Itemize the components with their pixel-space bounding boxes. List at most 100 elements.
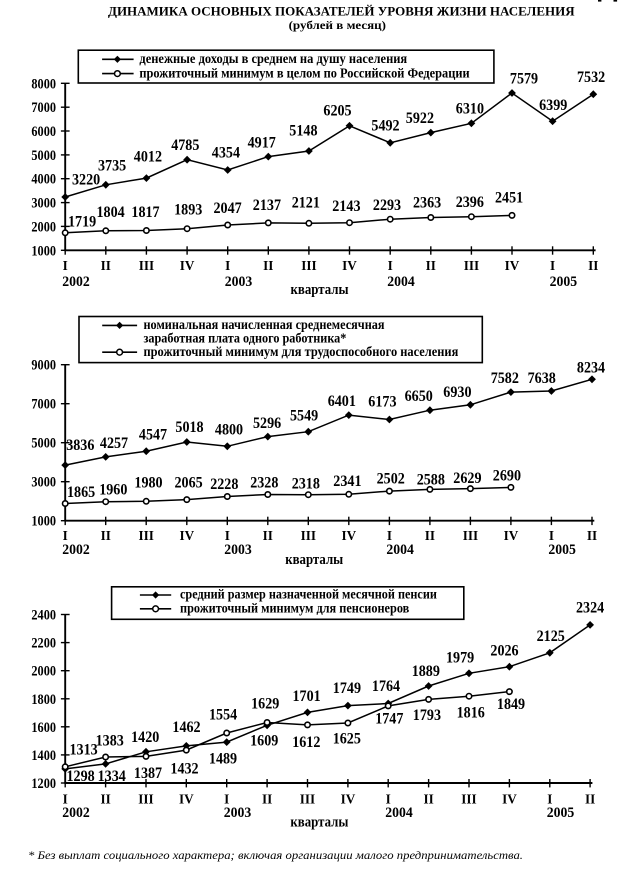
svg-text:I: I <box>386 792 391 807</box>
svg-text:кварталы: кварталы <box>290 814 348 830</box>
svg-text:2629: 2629 <box>453 470 482 487</box>
svg-text:1629: 1629 <box>251 696 280 713</box>
svg-text:5148: 5148 <box>289 123 318 140</box>
svg-text:II: II <box>587 528 597 543</box>
svg-text:5000: 5000 <box>31 436 56 452</box>
svg-text:3836: 3836 <box>66 437 95 454</box>
svg-text:6650: 6650 <box>405 388 434 405</box>
svg-text:2324: 2324 <box>576 599 605 616</box>
svg-text:2502: 2502 <box>377 471 405 488</box>
svg-text:1383: 1383 <box>96 732 125 749</box>
svg-text:II: II <box>423 792 433 807</box>
svg-text:1816: 1816 <box>457 704 486 721</box>
svg-text:5922: 5922 <box>406 110 434 127</box>
svg-text:IV: IV <box>505 258 520 273</box>
svg-text:III: III <box>138 792 153 807</box>
svg-text:1420: 1420 <box>131 729 160 746</box>
svg-text:2004: 2004 <box>385 805 413 821</box>
svg-text:1793: 1793 <box>413 707 442 724</box>
svg-text:6399: 6399 <box>539 97 568 114</box>
svg-text:средний размер назначенной мес: средний размер назначенной месячной пенс… <box>180 587 437 602</box>
svg-text:3220: 3220 <box>72 171 101 188</box>
svg-text:1800: 1800 <box>31 692 56 708</box>
svg-text:II: II <box>585 792 595 807</box>
svg-text:5018: 5018 <box>175 419 204 436</box>
svg-text:I: I <box>225 528 230 543</box>
svg-text:I: I <box>225 258 230 273</box>
svg-text:8000: 8000 <box>31 76 56 92</box>
svg-text:1489: 1489 <box>209 750 238 767</box>
svg-text:6310: 6310 <box>456 101 485 118</box>
svg-text:2200: 2200 <box>31 636 56 652</box>
svg-text:2121: 2121 <box>292 195 320 212</box>
svg-text:1000: 1000 <box>31 243 56 259</box>
svg-text:I: I <box>63 792 68 807</box>
svg-text:IV: IV <box>179 792 194 807</box>
svg-text:2000: 2000 <box>31 664 56 680</box>
svg-text:III: III <box>139 258 154 273</box>
svg-text:I: I <box>63 528 68 543</box>
svg-text:I: I <box>547 792 552 807</box>
svg-text:1764: 1764 <box>372 678 401 695</box>
svg-text:1600: 1600 <box>31 720 56 736</box>
svg-text:1701: 1701 <box>293 688 321 705</box>
svg-text:2400: 2400 <box>31 608 56 624</box>
svg-text:2002: 2002 <box>62 805 89 821</box>
svg-text:3000: 3000 <box>31 196 56 212</box>
svg-text:IV: IV <box>504 528 519 543</box>
svg-text:2363: 2363 <box>413 195 442 212</box>
svg-text:I: I <box>550 258 555 273</box>
svg-text:1400: 1400 <box>31 748 56 764</box>
svg-text:2026: 2026 <box>490 642 519 659</box>
svg-text:II: II <box>426 258 436 273</box>
svg-text:II: II <box>263 528 273 543</box>
svg-text:7638: 7638 <box>528 370 557 387</box>
svg-text:1432: 1432 <box>170 761 198 778</box>
svg-text:1609: 1609 <box>250 733 279 750</box>
svg-text:денежные доходы в среднем на д: денежные доходы в среднем на душу населе… <box>139 51 407 66</box>
svg-text:1865: 1865 <box>67 484 96 501</box>
svg-text:1960: 1960 <box>99 481 128 498</box>
svg-text:IV: IV <box>180 258 195 273</box>
svg-text:1817: 1817 <box>131 204 160 221</box>
svg-text:прожиточный минимум для пенсио: прожиточный минимум для пенсионеров <box>180 601 409 616</box>
svg-text:1747: 1747 <box>375 711 404 728</box>
svg-text:I: I <box>63 258 68 273</box>
svg-text:6173: 6173 <box>368 394 397 411</box>
svg-text:2002: 2002 <box>62 542 89 558</box>
svg-text:2003: 2003 <box>225 274 253 290</box>
svg-text:7579: 7579 <box>510 71 539 88</box>
svg-text:7582: 7582 <box>491 370 519 387</box>
svg-text:2005: 2005 <box>550 274 578 290</box>
svg-text:кварталы: кварталы <box>285 552 343 568</box>
svg-text:1980: 1980 <box>134 474 163 491</box>
svg-text:2065: 2065 <box>175 474 204 491</box>
svg-text:III: III <box>301 528 316 543</box>
svg-text:9000: 9000 <box>31 358 56 374</box>
svg-text:2005: 2005 <box>547 805 575 821</box>
svg-text:2125: 2125 <box>537 628 566 645</box>
svg-text:III: III <box>463 528 478 543</box>
svg-text:4547: 4547 <box>139 427 168 444</box>
svg-text:II: II <box>263 258 273 273</box>
svg-text:2003: 2003 <box>224 542 252 558</box>
svg-text:1889: 1889 <box>412 663 441 680</box>
svg-text:1334: 1334 <box>98 768 127 785</box>
svg-text:1298: 1298 <box>67 768 96 785</box>
svg-text:5549: 5549 <box>290 408 319 425</box>
svg-text:6930: 6930 <box>443 384 472 401</box>
svg-text:заработная плата одного работн: заработная плата одного работника* <box>144 331 347 346</box>
svg-text:6000: 6000 <box>31 124 56 140</box>
svg-text:1719: 1719 <box>68 214 97 231</box>
svg-text:2228: 2228 <box>210 476 239 493</box>
svg-text:2143: 2143 <box>332 198 361 215</box>
svg-text:7000: 7000 <box>31 397 56 413</box>
svg-text:4000: 4000 <box>31 172 56 188</box>
svg-text:2318: 2318 <box>292 475 321 492</box>
svg-text:III: III <box>138 528 153 543</box>
svg-text:7532: 7532 <box>577 69 605 86</box>
svg-text:II: II <box>100 792 110 807</box>
svg-text:4354: 4354 <box>212 144 241 161</box>
svg-text:4800: 4800 <box>215 422 244 439</box>
svg-text:III: III <box>301 258 316 273</box>
